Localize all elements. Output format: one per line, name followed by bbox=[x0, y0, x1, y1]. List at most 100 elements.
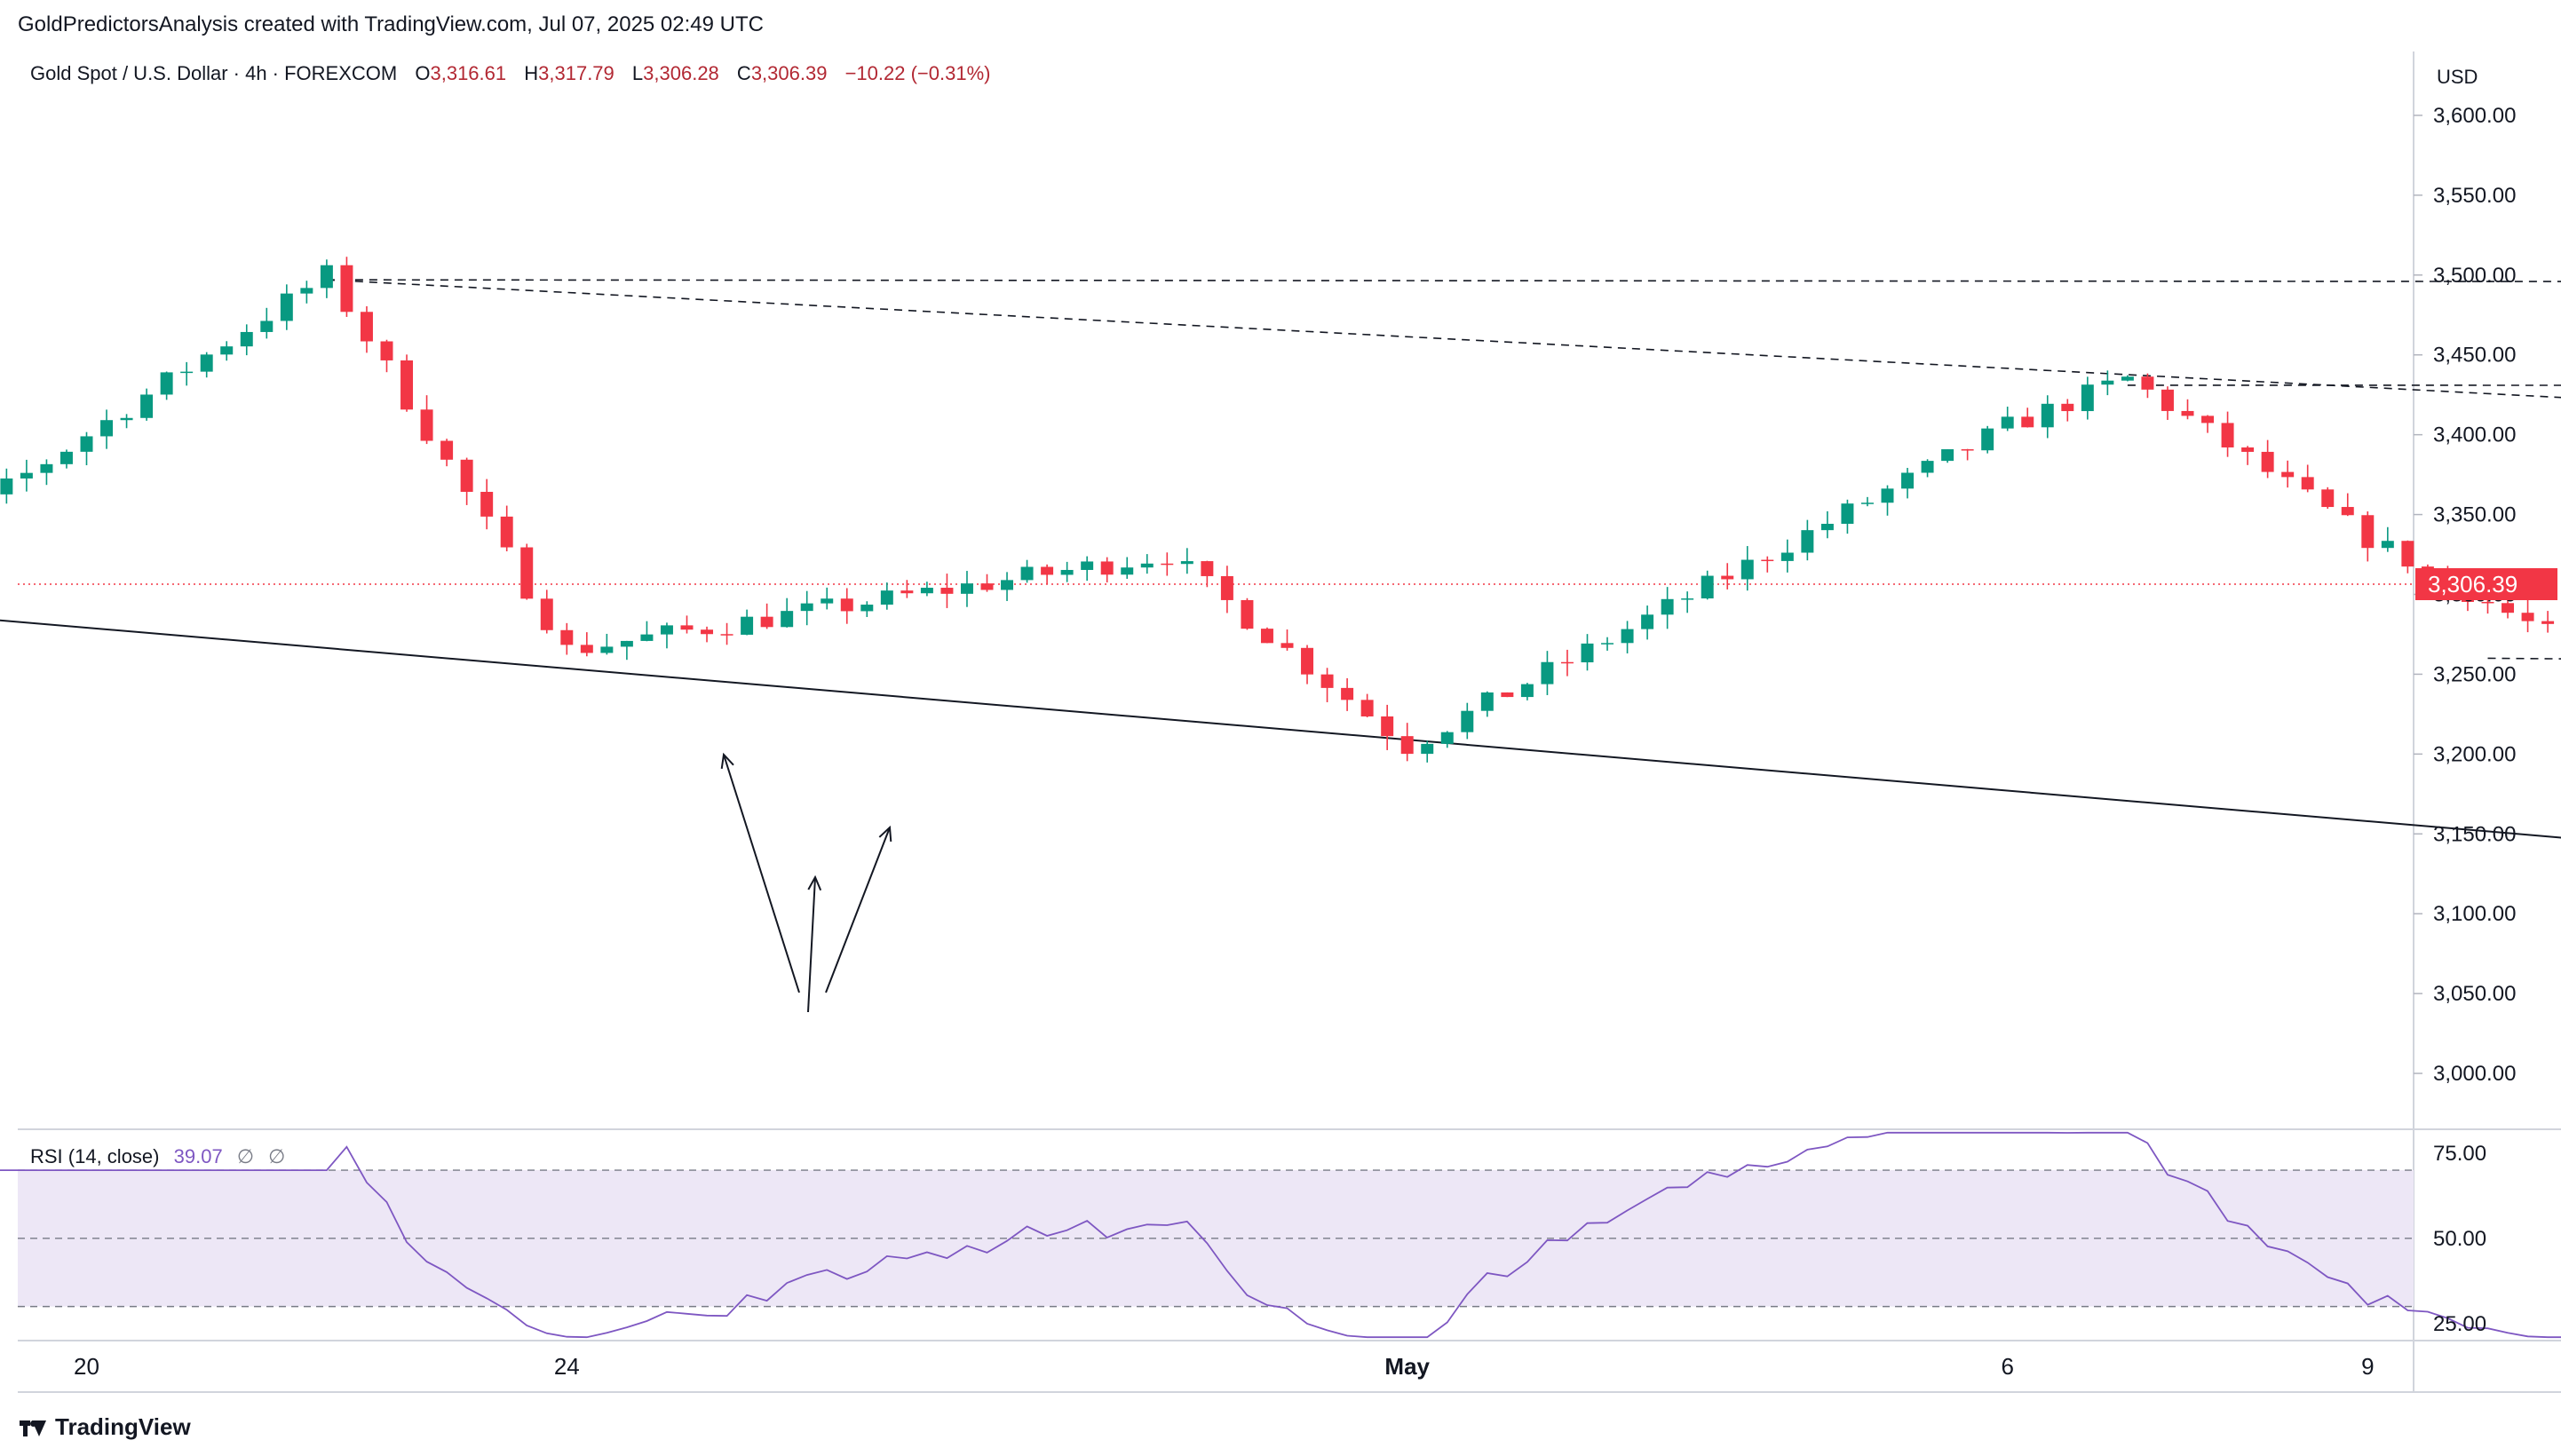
candle bbox=[1701, 570, 1714, 600]
candle bbox=[1381, 704, 1394, 750]
candle bbox=[2081, 376, 2094, 420]
candle bbox=[1520, 683, 1534, 700]
candle-body bbox=[840, 598, 853, 612]
drawings-under bbox=[0, 279, 2561, 839]
candle-body bbox=[2281, 471, 2295, 478]
candle bbox=[1140, 554, 1154, 574]
candle-body bbox=[1661, 598, 1674, 615]
candle-body bbox=[2361, 515, 2375, 549]
candle bbox=[240, 324, 253, 356]
candles[interactable] bbox=[0, 257, 2561, 887]
candle-body bbox=[1381, 716, 1394, 737]
candle-body bbox=[1981, 428, 1994, 451]
candle-body bbox=[2521, 613, 2534, 621]
candle bbox=[680, 615, 694, 634]
candle bbox=[580, 632, 593, 657]
candle bbox=[1961, 448, 1974, 461]
candle-body bbox=[600, 646, 614, 653]
candle bbox=[2021, 408, 2034, 428]
candle-body bbox=[2041, 403, 2054, 428]
price-tick-label: 3,200.00 bbox=[2433, 742, 2516, 766]
candle-body bbox=[340, 265, 353, 313]
candle-body bbox=[520, 547, 534, 599]
candle-body bbox=[800, 603, 813, 612]
drawings-over: $3,500$3,430 Zone$3,230Uncertain Zone bbox=[720, 752, 892, 1013]
close-label: C bbox=[736, 62, 751, 84]
candle bbox=[1501, 692, 1514, 698]
candle bbox=[1421, 740, 1434, 763]
candle bbox=[2141, 373, 2154, 399]
price-tick-label: 3,000.00 bbox=[2433, 1062, 2516, 1086]
candle bbox=[300, 281, 313, 304]
price-tick-label: 3,350.00 bbox=[2433, 503, 2516, 527]
candle bbox=[20, 459, 33, 492]
candle bbox=[1260, 627, 1273, 644]
candle bbox=[1201, 560, 1214, 588]
candle-body bbox=[860, 605, 874, 612]
candle bbox=[1100, 557, 1114, 583]
candle bbox=[1400, 723, 1414, 762]
candle-body bbox=[180, 371, 194, 374]
candle-body bbox=[20, 472, 33, 479]
candle bbox=[1860, 496, 1874, 507]
candle-body bbox=[880, 590, 893, 605]
candle-body bbox=[120, 417, 133, 421]
candle-body bbox=[1941, 449, 1954, 462]
candle-body bbox=[460, 459, 473, 492]
candle-body bbox=[821, 598, 834, 604]
candle-body bbox=[1560, 661, 1574, 664]
candle-body bbox=[1641, 614, 1654, 629]
arrow-to-left-low bbox=[720, 752, 800, 993]
candle bbox=[2181, 399, 2194, 420]
candle-body bbox=[1360, 700, 1374, 716]
tradingview-logo[interactable]: TradingView bbox=[20, 1413, 191, 1441]
candle-body bbox=[1161, 563, 1174, 566]
candle bbox=[1661, 587, 1674, 629]
time-tick-label: May bbox=[1384, 1353, 1430, 1380]
candle bbox=[1220, 566, 1233, 613]
candle bbox=[1841, 499, 1854, 534]
candle bbox=[1921, 459, 1934, 478]
candle-body bbox=[1260, 629, 1273, 644]
candle-body bbox=[440, 440, 454, 460]
rsi-value: 39.07 bbox=[173, 1145, 223, 1167]
candle-body bbox=[2421, 566, 2434, 570]
rsi-title[interactable]: RSI (14, close) bbox=[30, 1145, 160, 1167]
candle-body bbox=[1961, 449, 1974, 451]
candle-body bbox=[1721, 575, 1734, 580]
candle-body bbox=[0, 478, 13, 495]
candle bbox=[2101, 370, 2114, 396]
candle bbox=[720, 622, 733, 645]
price-tick-label: 3,500.00 bbox=[2433, 264, 2516, 288]
candle bbox=[701, 626, 714, 643]
symbol-title[interactable]: Gold Spot / U.S. Dollar · 4h · FOREXCOM bbox=[30, 62, 398, 84]
open-label: O bbox=[415, 62, 431, 84]
candle-body bbox=[100, 420, 114, 437]
publisher-line: GoldPredictorsAnalysis created with Trad… bbox=[18, 12, 764, 36]
candle bbox=[1941, 449, 1954, 463]
background-layer bbox=[18, 51, 2561, 1393]
candle-body bbox=[1241, 599, 1254, 629]
axes: 3,600.00 3,550.00 3,500.00 3,450.00 3,400.00… bbox=[74, 66, 2557, 1380]
candle bbox=[1780, 539, 1794, 573]
open-value: 3,316.61 bbox=[430, 62, 507, 84]
candle bbox=[380, 339, 393, 373]
ohlc-legend: Gold Spot / U.S. Dollar · 4h · FOREXCOM … bbox=[30, 62, 990, 85]
candle-body bbox=[360, 312, 373, 342]
candle bbox=[760, 603, 773, 629]
low-value: 3,306.28 bbox=[643, 62, 719, 84]
candle bbox=[1161, 552, 1174, 576]
rsi-extra-1: ∅ bbox=[236, 1145, 254, 1167]
candle-body bbox=[1020, 566, 1034, 581]
arrow-to-bottom bbox=[807, 874, 822, 1013]
candle-body bbox=[2541, 621, 2555, 624]
rsi-tick-label: 50.00 bbox=[2433, 1227, 2486, 1251]
currency-label: USD bbox=[2437, 66, 2478, 88]
candle-body bbox=[1501, 692, 1514, 698]
candle bbox=[1901, 468, 1915, 499]
candle-body bbox=[2201, 415, 2215, 423]
candle bbox=[2041, 395, 2054, 439]
lower-support-trendline bbox=[0, 619, 2561, 839]
candle-body bbox=[1740, 559, 1754, 580]
candle-body bbox=[540, 598, 553, 630]
